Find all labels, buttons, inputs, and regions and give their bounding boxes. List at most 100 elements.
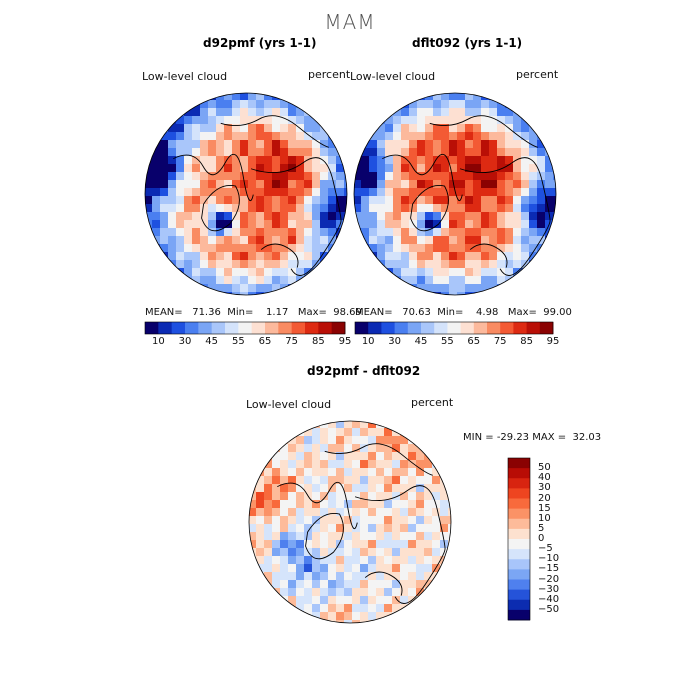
field-cell — [296, 244, 305, 253]
field-cell — [272, 588, 281, 597]
field-cell — [168, 268, 177, 277]
field-cell — [264, 572, 273, 581]
colorbar-tick-label: 85 — [520, 336, 533, 347]
field-cell — [312, 244, 321, 253]
field-cell — [416, 580, 425, 589]
colorbar-frame — [507, 457, 531, 621]
field-cell — [304, 252, 313, 261]
field-cell — [425, 116, 434, 125]
field-cell — [320, 164, 329, 173]
field-cell — [505, 212, 514, 221]
field-cell — [417, 212, 426, 221]
field-cell — [224, 108, 233, 117]
field-cell — [441, 164, 450, 173]
field-cell — [409, 204, 418, 213]
field-cell — [248, 292, 257, 295]
field-cell — [368, 516, 377, 525]
field-cell — [304, 276, 313, 285]
field-cell — [377, 156, 386, 165]
field-cell — [249, 476, 257, 485]
field-cell — [272, 580, 281, 589]
field-cell — [304, 116, 313, 125]
field-cell — [417, 196, 426, 205]
field-cell — [360, 421, 369, 429]
season-title: MAM — [324, 10, 376, 34]
colorbar-tick-label: 45 — [205, 336, 219, 347]
field-cell — [232, 188, 241, 197]
field-cell — [481, 108, 490, 117]
field-cell — [440, 468, 449, 477]
field-cell — [457, 164, 466, 173]
field-cell — [216, 260, 225, 269]
colorbar-swatch — [447, 322, 461, 334]
field-cell — [200, 140, 209, 149]
field-cell — [280, 268, 289, 277]
field-cell — [513, 260, 522, 269]
field-cell — [312, 604, 321, 613]
field-cell — [457, 180, 466, 189]
field-cell — [256, 116, 265, 125]
field-cell — [352, 548, 361, 557]
field-cell — [465, 93, 474, 101]
field-cell — [160, 148, 169, 157]
colorbar-swatch — [508, 508, 530, 520]
field-cell — [368, 572, 377, 581]
field-cell — [344, 460, 353, 469]
field-cell — [457, 188, 466, 197]
field-cell — [272, 204, 281, 213]
field-cell — [473, 188, 482, 197]
colorbar-swatch — [508, 569, 530, 580]
field-cell — [354, 188, 362, 197]
field-cell — [448, 548, 451, 557]
field-cell — [465, 108, 474, 117]
field-cell — [481, 100, 490, 109]
field-cell — [409, 108, 418, 117]
field-cell — [384, 524, 393, 533]
field-cell — [288, 524, 297, 533]
field-cell — [264, 148, 273, 157]
field-cell — [354, 148, 362, 157]
field-cell — [401, 228, 410, 237]
field-cell — [457, 93, 466, 101]
field-cell — [192, 132, 201, 141]
field-cell — [384, 484, 393, 493]
field-cell — [400, 556, 409, 565]
field-cell — [457, 284, 466, 293]
field-cell — [280, 476, 289, 485]
field-cell — [216, 284, 225, 293]
field-cell — [433, 93, 442, 101]
field-cell — [264, 244, 273, 253]
field-cell — [368, 532, 377, 541]
colorbar-swatch — [526, 322, 541, 334]
field-cell — [168, 180, 177, 189]
field-cell — [224, 244, 233, 253]
field-cell — [264, 100, 273, 109]
field-cell — [409, 124, 418, 133]
colorbar-tick-label: 10 — [538, 512, 551, 524]
field-cell — [384, 468, 393, 477]
field-cell — [352, 620, 361, 623]
field-cell — [473, 220, 482, 229]
max-label: Max= — [507, 307, 537, 318]
field-cell — [264, 172, 273, 181]
field-cell — [416, 444, 425, 453]
field-cell — [240, 252, 249, 261]
field-cell — [537, 212, 546, 221]
field-cell — [224, 188, 233, 197]
field-cell — [336, 140, 345, 149]
field-cell — [200, 100, 209, 109]
field-cell — [320, 188, 329, 197]
field-cell — [344, 468, 353, 477]
field-cell — [417, 188, 426, 197]
field-cell — [336, 428, 345, 437]
field-cell — [336, 492, 345, 501]
field-cell — [448, 524, 451, 533]
field-cell — [360, 444, 369, 453]
field-cell — [408, 484, 417, 493]
field-cell — [432, 476, 441, 485]
field-cell — [441, 220, 450, 229]
field-cell — [160, 156, 169, 165]
field-cell — [168, 260, 177, 269]
field-cell — [320, 468, 329, 477]
field-cell — [288, 588, 297, 597]
